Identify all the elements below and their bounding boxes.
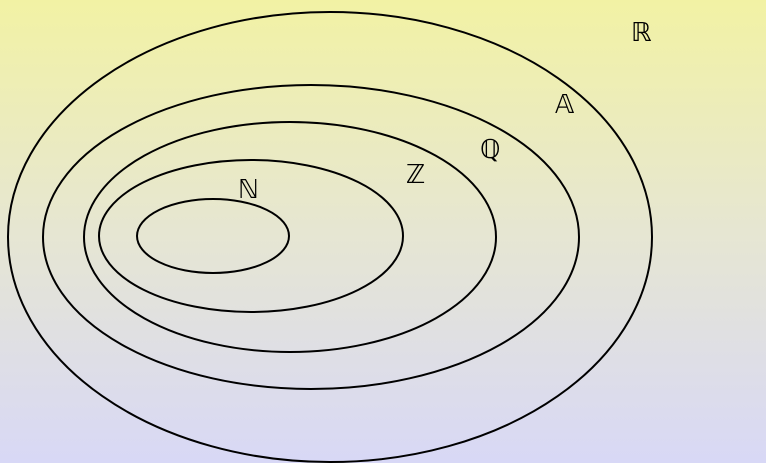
set-integers-label: ℤ <box>406 160 425 190</box>
set-integers-ellipse <box>98 159 404 313</box>
set-algebraic-label: 𝔸 <box>555 90 575 120</box>
set-reals-ellipse <box>7 11 653 463</box>
set-algebraic-ellipse <box>42 84 580 390</box>
set-rationals-ellipse <box>83 121 497 353</box>
set-reals-label: ℝ <box>631 18 652 48</box>
set-rationals-label: ℚ <box>480 135 500 165</box>
set-naturals-ellipse <box>136 198 290 274</box>
set-naturals-label: ℕ <box>238 175 259 205</box>
